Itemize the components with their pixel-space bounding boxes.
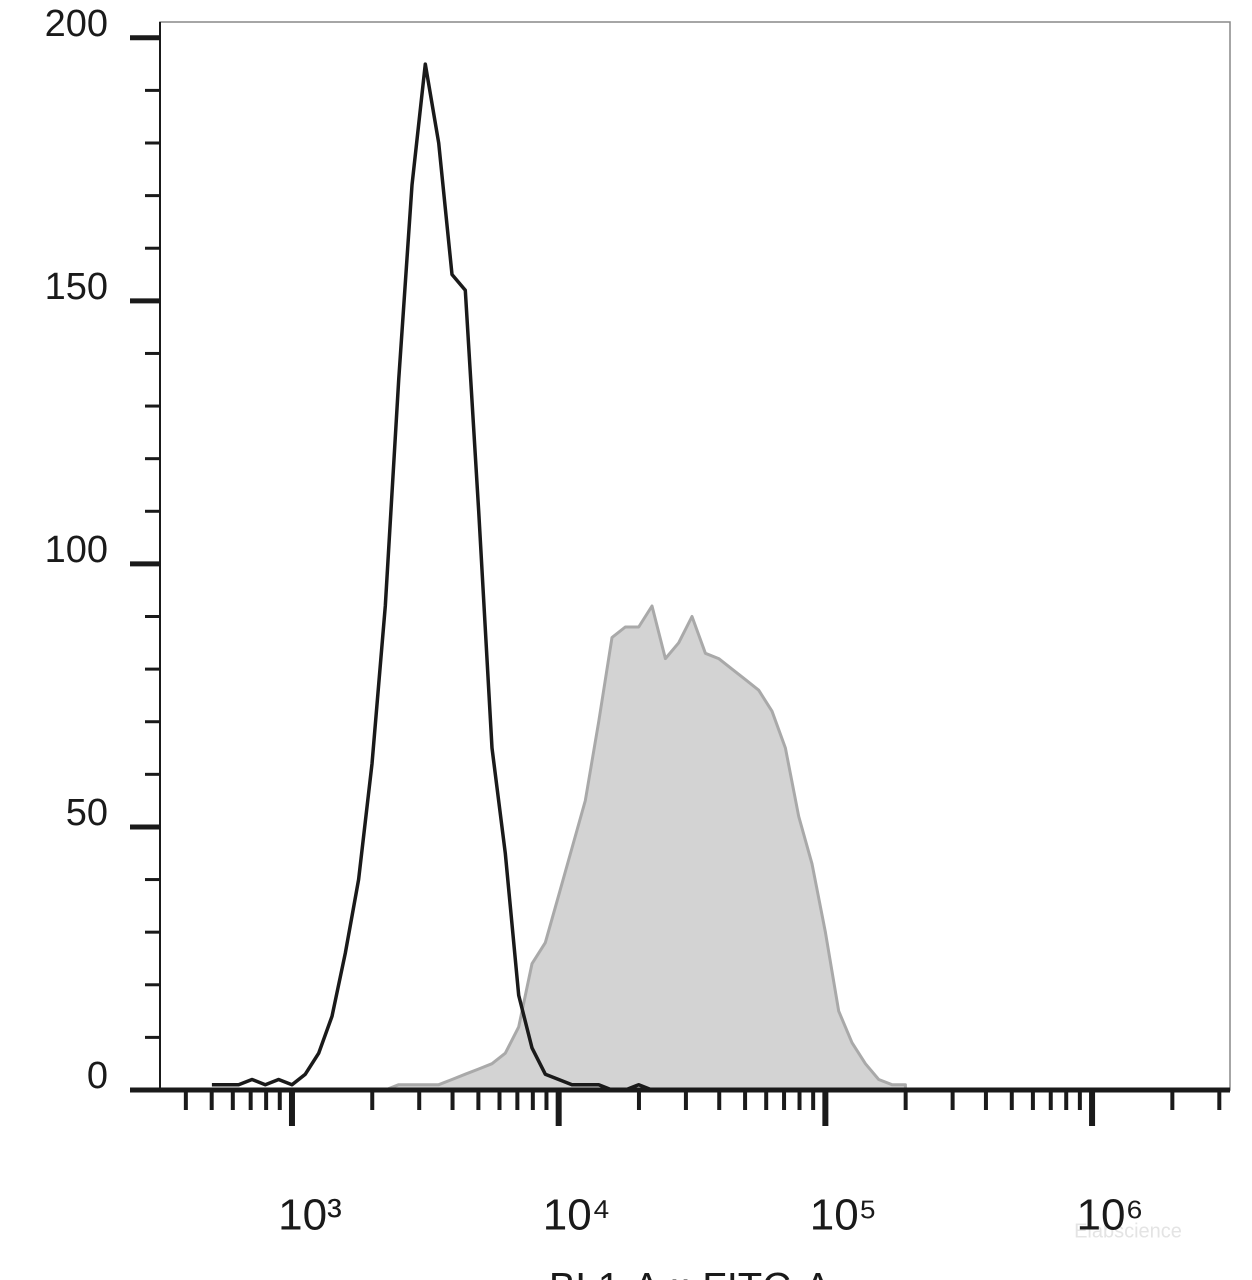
x-tick-label: 10⁶ bbox=[1077, 1191, 1144, 1240]
y-tick-label: 150 bbox=[45, 266, 108, 308]
y-tick-label: 50 bbox=[66, 792, 108, 834]
y-tick-label: 200 bbox=[45, 3, 108, 45]
x-tick-label: 10³ bbox=[278, 1191, 342, 1240]
area bbox=[210, 604, 907, 1092]
x-axis-label: BL1-A :: FITC-A bbox=[549, 1266, 832, 1280]
x-tick-label: 10⁵ bbox=[810, 1191, 877, 1240]
watermark: Elabscience bbox=[1074, 1220, 1182, 1242]
y-tick-label: 0 bbox=[87, 1055, 108, 1097]
y-tick-label: 100 bbox=[45, 529, 108, 571]
x-tick-label: 10⁴ bbox=[543, 1191, 611, 1240]
